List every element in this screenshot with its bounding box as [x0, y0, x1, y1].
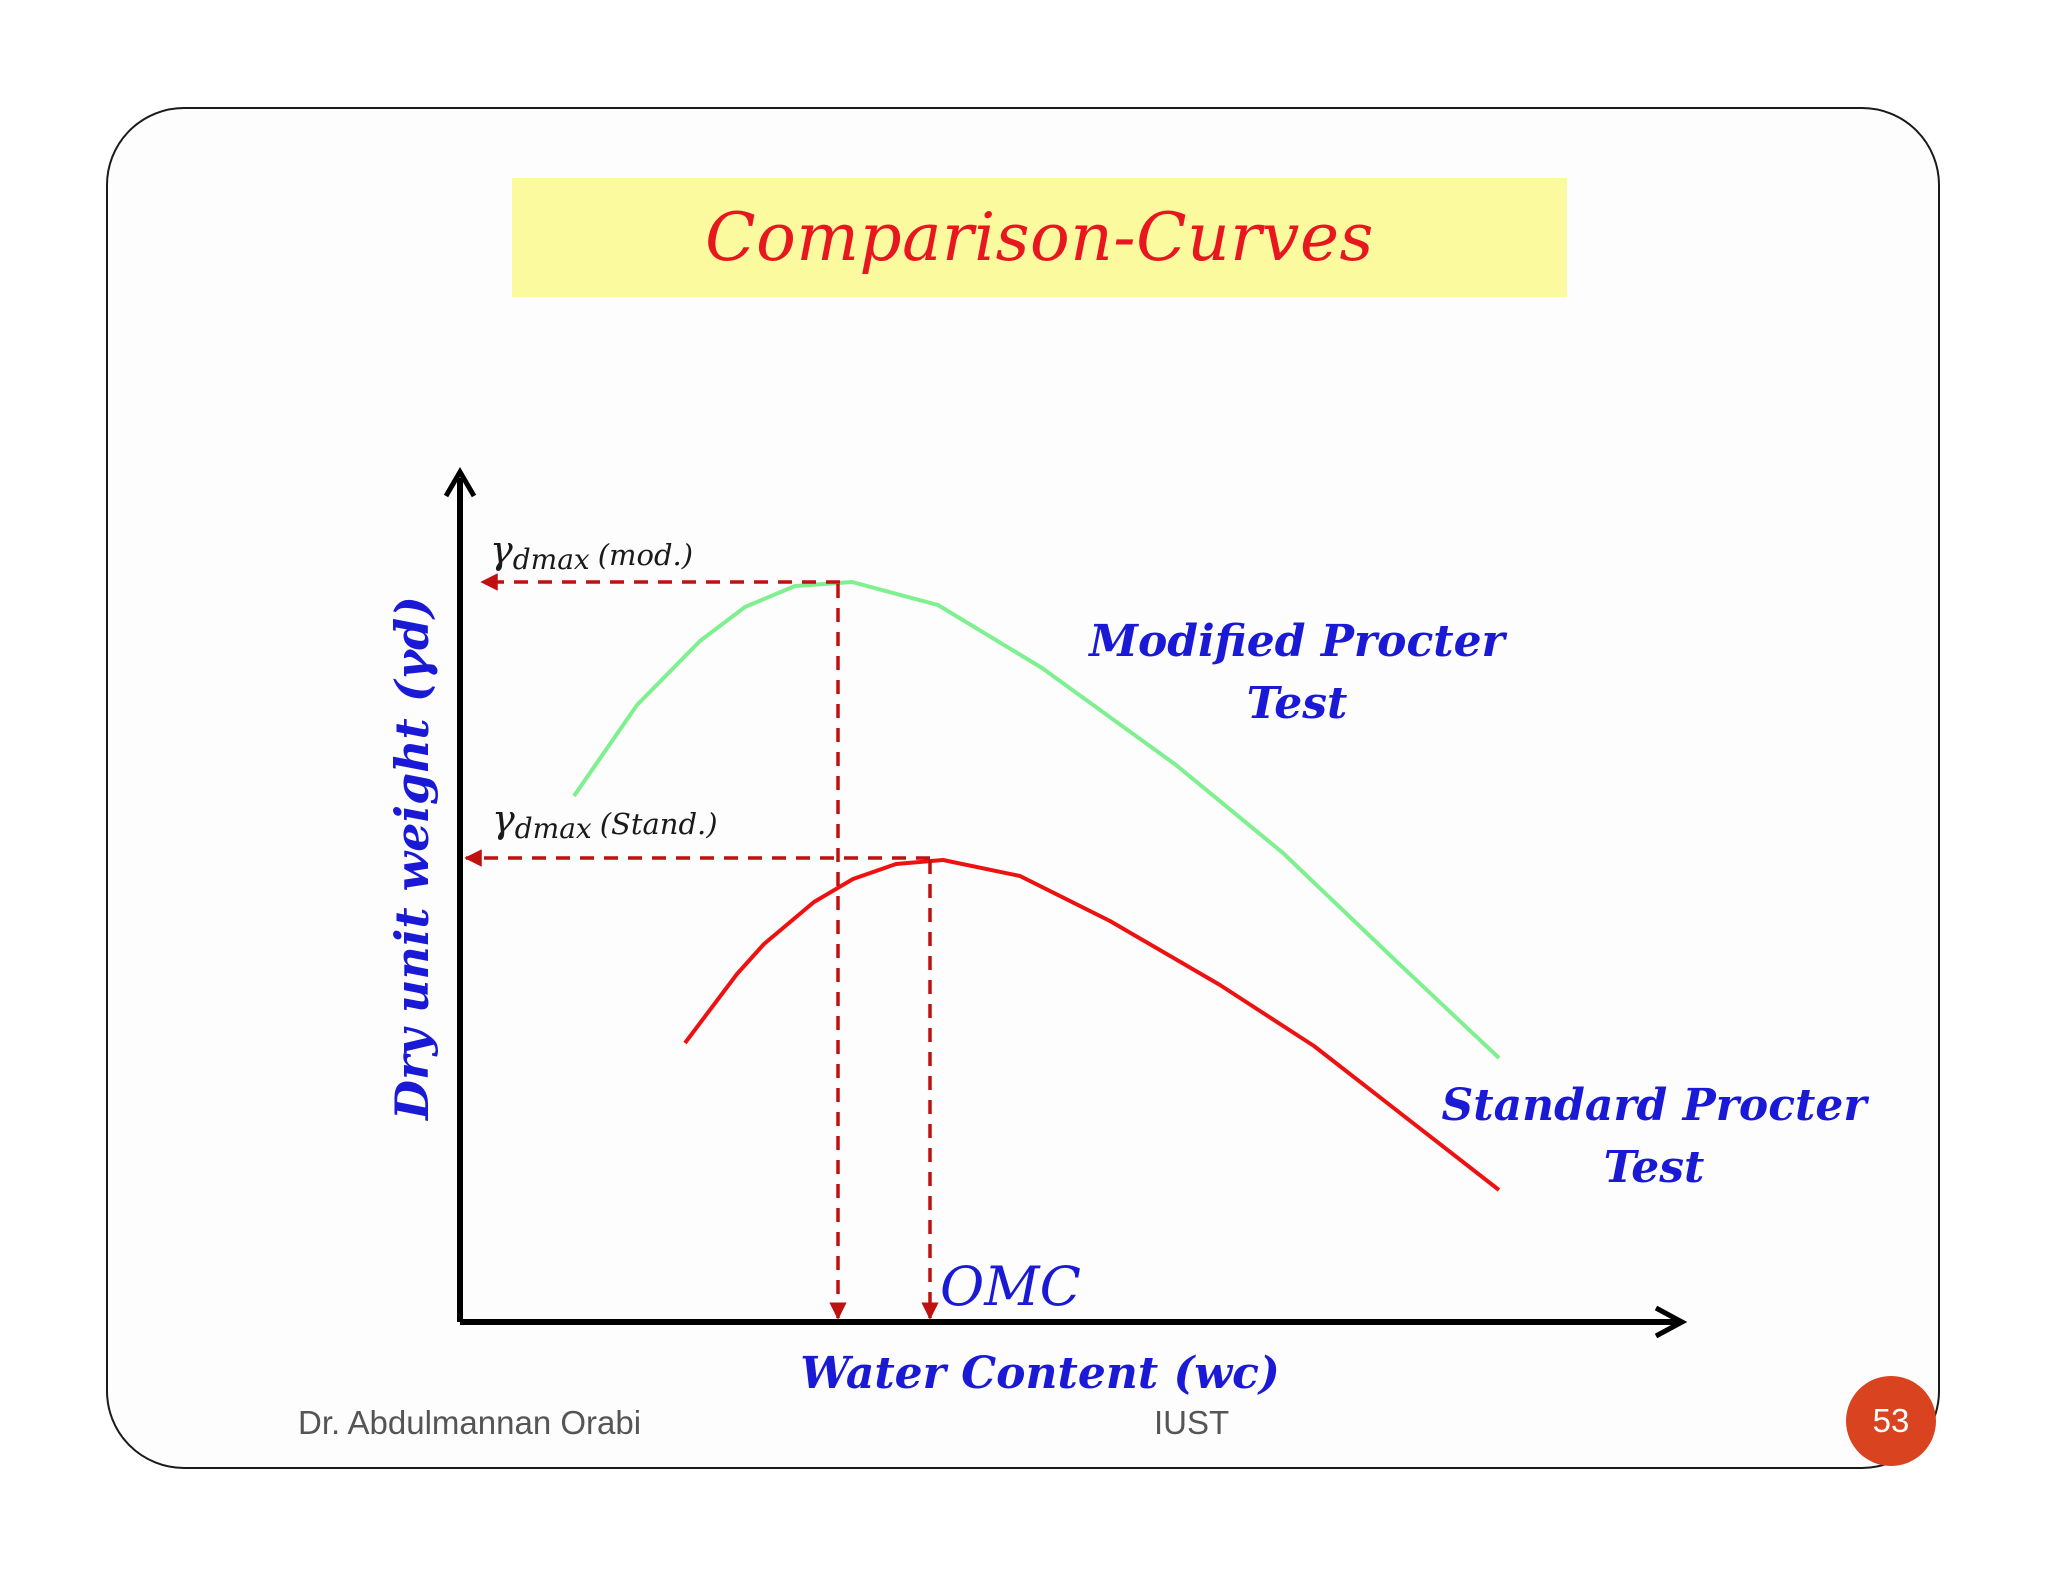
page-number-badge: 53: [1846, 1376, 1936, 1466]
standard-label-line1: Standard Procter: [1441, 1080, 1869, 1131]
title-box: Comparison-Curves: [512, 178, 1567, 297]
gamma-std-subscript: dmax: [515, 812, 592, 845]
gamma-mod-subscript: dmax: [513, 543, 590, 576]
y-axis-label: Dry unit weight (γd): [385, 596, 439, 1122]
x-axis-arrowhead: [1654, 1305, 1688, 1339]
slide-frame: [106, 107, 1940, 1469]
gamma-std-paren: (Stand.): [600, 807, 718, 841]
gamma-dmax-std-label: γdmax (Stand.): [492, 797, 718, 845]
gamma-std-symbol: γ: [492, 797, 515, 841]
gamma-mod-paren: (mod.): [598, 538, 693, 572]
omc-label: OMC: [940, 1255, 1081, 1318]
slide-title: Comparison-Curves: [705, 199, 1374, 276]
gamma-mod-symbol: γ: [490, 528, 513, 572]
x-axis-label: Water Content (wc): [800, 1348, 1280, 1399]
modified-proctor-curve: [572, 580, 1501, 1060]
footer-org: IUST: [1154, 1404, 1230, 1441]
y-axis-arrowhead: [443, 467, 477, 498]
page-number: 53: [1872, 1402, 1910, 1439]
footer-author: Dr. Abdulmannan Orabi: [298, 1404, 642, 1441]
modified-label-line1: Modified Procter: [1087, 616, 1507, 667]
standard-proctor-curve: [683, 858, 1501, 1192]
modified-label-line2: Test: [1247, 678, 1348, 729]
standard-label-line2: Test: [1604, 1142, 1705, 1193]
gamma-dmax-mod-label: γdmax (mod.): [490, 528, 693, 576]
